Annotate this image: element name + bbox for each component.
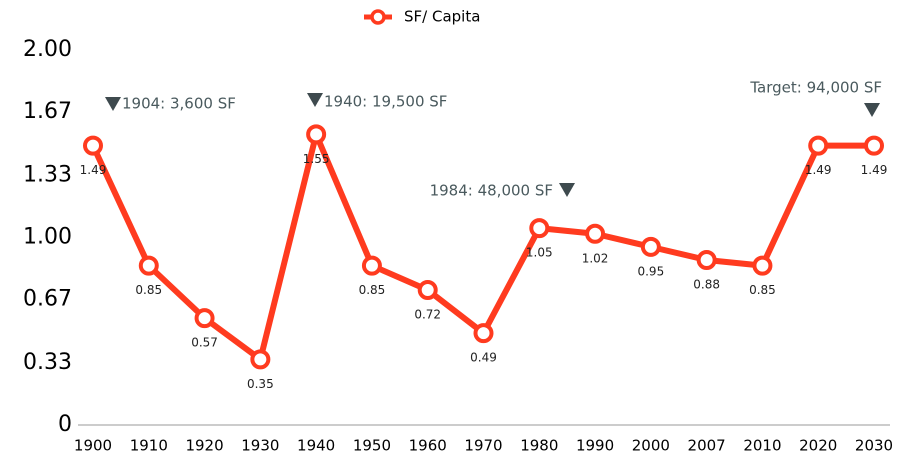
- x-tick-label: 1950: [353, 437, 391, 455]
- x-tick-label: 1980: [520, 437, 558, 455]
- x-tick-label: 1990: [576, 437, 614, 455]
- x-tick-label: 2020: [799, 437, 837, 455]
- x-tick-label: 1940: [297, 437, 335, 455]
- annotation-arrow: [864, 103, 880, 117]
- point: [752, 255, 773, 276]
- y-tick-label: 1.67: [23, 99, 72, 124]
- y-tick-label: 1.00: [23, 225, 72, 250]
- data-label: 0.85: [749, 283, 776, 297]
- y-tick-label: 0: [58, 412, 72, 437]
- annotation-arrow: [105, 97, 121, 111]
- y-tick-label: 2.00: [23, 37, 72, 62]
- y-tick-label: 0.33: [23, 350, 72, 375]
- x-tick-label: 2000: [632, 437, 670, 455]
- point: [808, 135, 829, 156]
- x-tick-label: 1930: [241, 437, 279, 455]
- x-tick-label: 1960: [409, 437, 447, 455]
- data-label: 1.05: [526, 246, 553, 260]
- data-label: 0.88: [693, 278, 720, 292]
- x-tick-label: 1920: [185, 437, 223, 455]
- data-label: 1.55: [303, 152, 330, 166]
- x-tick-label: 1900: [74, 437, 112, 455]
- point: [194, 308, 215, 329]
- annotation: Target: 94,000 SF: [749, 79, 882, 97]
- point: [138, 255, 159, 276]
- point: [864, 135, 884, 156]
- point: [306, 124, 327, 145]
- point: [640, 236, 661, 257]
- annotation-arrow: [307, 93, 323, 107]
- point: [585, 223, 606, 244]
- point: [83, 135, 103, 156]
- point: [529, 218, 550, 239]
- point: [417, 280, 438, 300]
- data-label: 0.57: [191, 336, 218, 350]
- x-tick-label: 1970: [464, 437, 502, 455]
- annotation: 1984: 48,000 SF: [430, 182, 553, 200]
- y-tick-label: 1.33: [23, 163, 72, 188]
- legend-marker: [370, 9, 386, 25]
- point: [361, 255, 382, 276]
- x-tick-label: 1910: [130, 437, 168, 455]
- x-tick-label: 2030: [855, 437, 893, 455]
- data-label: 0.72: [414, 308, 441, 322]
- data-label: 1.49: [80, 163, 107, 177]
- data-label: 1.49: [805, 163, 832, 177]
- legend-label: SF/ Capita: [404, 8, 480, 26]
- x-tick-label: 2007: [688, 437, 726, 455]
- point: [696, 250, 717, 270]
- y-tick-label: 0.67: [23, 286, 72, 311]
- data-label: 0.95: [637, 264, 664, 278]
- annotation-arrow: [559, 183, 575, 197]
- data-label: 1.49: [861, 163, 888, 177]
- data-label: 0.85: [359, 283, 386, 297]
- point: [473, 323, 494, 344]
- data-label: 1.02: [582, 251, 609, 265]
- data-label: 0.85: [135, 283, 162, 297]
- data-label: 0.35: [247, 377, 274, 391]
- data-label: 0.49: [470, 351, 497, 365]
- x-tick-label: 2010: [743, 437, 781, 455]
- annotation: 1904: 3,600 SF: [122, 95, 236, 113]
- point: [250, 349, 271, 370]
- annotation: 1940: 19,500 SF: [324, 93, 447, 111]
